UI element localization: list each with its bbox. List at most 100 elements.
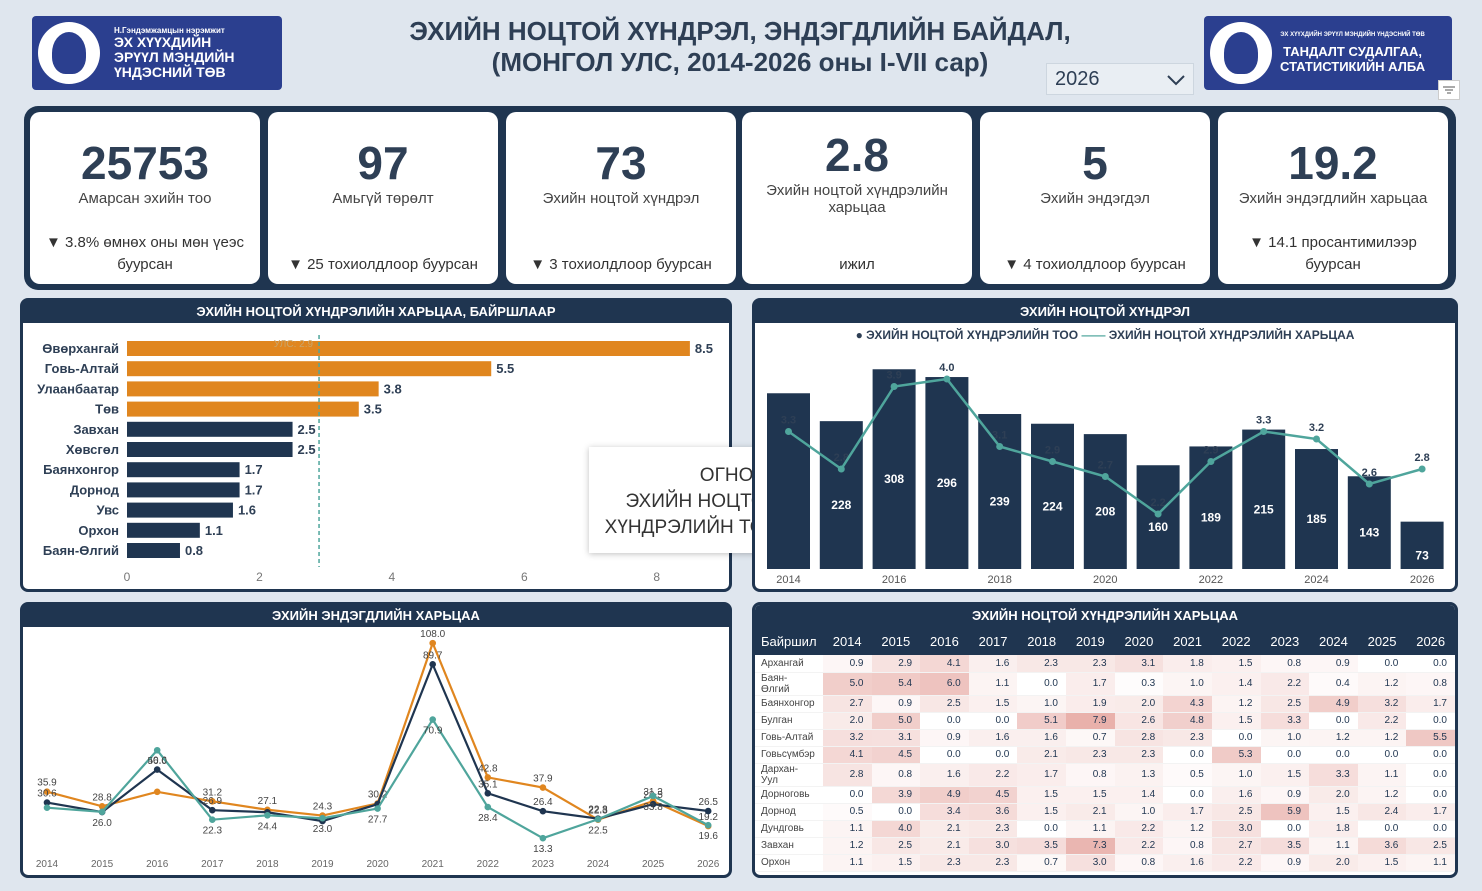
column-header[interactable]: 2024 — [1309, 627, 1358, 655]
point-label: 23.0 — [313, 824, 333, 835]
kpi-card[interactable]: 2.8 Эхийн ноцтой хүндрэлийн харьцаа ижил — [742, 112, 972, 284]
line-value-label: 2.9 — [1203, 445, 1218, 457]
line-point — [1418, 465, 1426, 473]
combo-legend: ● ЭХИЙН НОЦТОЙ ХҮНДРЭЛИЙН ТОО —— ЭХИЙН Н… — [755, 323, 1455, 343]
mother-child-logo-icon — [38, 22, 100, 84]
kpi-change: ▼ 4 тохиолдлоор буурсан — [1004, 256, 1186, 273]
value-cell: 4.5 — [968, 786, 1018, 804]
value-cell: 1.2 — [1357, 729, 1407, 747]
value-cell: 0.0 — [1406, 746, 1455, 764]
bar-category-label: Төв — [95, 402, 119, 417]
kpi-change: ижил — [839, 256, 875, 273]
value-cell: 0.0 — [1309, 712, 1358, 730]
kpi-card[interactable]: 73 Эхийн ноцтой хүндрэл ▼ 3 тохиолдлоор бу… — [506, 112, 736, 284]
complication-combo-chart[interactable]: 3.3 228 2.8 308 3.9 296 4.0 239 3.1 224 2.9 208 2.7 1… — [755, 343, 1455, 589]
line-point — [98, 802, 106, 810]
point-label: 28.4 — [478, 813, 498, 824]
location-cell: Говь-Алтай — [755, 729, 823, 747]
column-header[interactable]: 2022 — [1211, 627, 1261, 655]
value-cell: 1.5 — [1211, 655, 1261, 673]
year-dropdown[interactable]: 2026 — [1046, 63, 1194, 95]
value-cell: 1.6 — [920, 763, 969, 787]
kpi-card[interactable]: 19.2 Эхийн эндэгдлийн харьцаа ▼ 14.1 проса… — [1218, 112, 1448, 284]
column-header[interactable]: 2023 — [1260, 627, 1310, 655]
x-tick-label: 2016 — [882, 574, 906, 586]
x-tick-label: 2017 — [201, 859, 224, 870]
x-tick-label: 2019 — [311, 859, 334, 870]
column-header[interactable]: 2020 — [1114, 627, 1164, 655]
bar-category-label: Орхон — [78, 523, 119, 538]
kpi-card[interactable]: 25753 Амарсан эхийн тоо ▼ 3.8% өмнөх оны м… — [30, 112, 260, 284]
value-cell: 5.1 — [1017, 712, 1066, 730]
line-point — [785, 428, 792, 435]
point-label: 22.3 — [588, 806, 608, 817]
value-cell: 3.9 — [871, 786, 921, 804]
column-header[interactable]: 2021 — [1163, 627, 1212, 655]
bar-value-label: 224 — [1042, 499, 1062, 513]
line-point — [943, 375, 951, 383]
point-label: 27.1 — [258, 796, 278, 807]
logo-small-text: Н.Гэндэмжамцын нэрэмжит — [114, 26, 225, 35]
point-label: 26.9 — [203, 796, 223, 807]
column-header[interactable]: 2017 — [968, 627, 1018, 655]
value-cell: 1.0 — [1017, 695, 1066, 713]
value-cell: 0.9 — [871, 695, 921, 713]
line-value-label: 3.2 — [1309, 422, 1324, 434]
value-cell: 3.5 — [1017, 837, 1066, 855]
point-label: 19.2 — [698, 812, 718, 823]
bar-value-label: 2.5 — [298, 422, 316, 437]
page-title: ЭХИЙН НОЦТОЙ ХҮНДРЭЛ, ЭНДЭГДЛИЙН БАЙДАЛ,… — [330, 16, 1150, 78]
value-cell: 4.5 — [871, 746, 921, 764]
column-header[interactable]: 2015 — [871, 627, 921, 655]
x-tick-label: 8 — [653, 570, 660, 584]
x-tick-label: 2018 — [987, 574, 1011, 586]
line-point — [594, 815, 602, 823]
kpi-change: ▼ 3.8% өмнөх оны мөн үеэс буурсан — [46, 234, 244, 273]
value-cell: 5.4 — [871, 672, 921, 696]
value-cell: 3.0 — [968, 837, 1018, 855]
column-header[interactable]: 2026 — [1406, 627, 1455, 655]
value-cell: 2.0 — [1114, 695, 1164, 713]
point-label: 37.9 — [533, 774, 553, 785]
kpi-card[interactable]: 5 Эхийн эндэгдэл ▼ 4 тохиолдлоор буурсан — [980, 112, 1210, 284]
line-value-label: 3.1 — [992, 430, 1007, 442]
column-header[interactable]: 2019 — [1066, 627, 1115, 655]
bar — [127, 421, 293, 437]
value-cell: 4.3 — [1163, 695, 1212, 713]
value-cell: 4.9 — [1309, 695, 1358, 713]
line-point — [209, 798, 216, 805]
table-row: Баян-Өлгий 5.0 5.4 6.0 1.1 0.0 1.7 0.3 1.0 1.4 2.2… — [755, 672, 1455, 696]
x-tick-label: 2020 — [1093, 574, 1117, 586]
line-point — [209, 806, 216, 814]
filter-icon[interactable] — [1438, 80, 1460, 100]
x-tick-label: 2018 — [256, 859, 279, 870]
bar-value-label: 296 — [937, 476, 957, 490]
value-cell: 0.0 — [1406, 820, 1455, 838]
column-header[interactable]: 2016 — [920, 627, 969, 655]
value-cell: 0.5 — [822, 803, 872, 821]
value-cell: 6.0 — [920, 672, 969, 696]
mortality-line-chart[interactable]: 35.9 28.8 31.2 27.1 24.3 30.2 108.0 42.8 37.9 22.… — [23, 627, 729, 875]
location-cell: Дорноговь — [755, 786, 823, 804]
value-cell: 4.8 — [1163, 712, 1212, 730]
line-point — [704, 807, 712, 815]
point-label: 56.0 — [147, 756, 167, 767]
kpi-card[interactable]: 97 Амьгүй төрөлт ▼ 25 тохиолдлоор буурсан — [268, 112, 498, 284]
line-point — [43, 799, 51, 806]
value-cell: 1.6 — [1211, 786, 1261, 804]
location-bar-chart[interactable]: Өвөрхангай 8.5 Говь-Алтай 5.5 Улаанбаатар 3.8… — [23, 323, 729, 589]
column-header[interactable]: 2018 — [1017, 627, 1066, 655]
line-point — [539, 834, 547, 842]
bar — [127, 482, 240, 498]
line-value-label: 4.0 — [939, 362, 954, 374]
column-header[interactable]: Байршил — [755, 627, 823, 655]
x-tick-label: 2024 — [587, 859, 610, 870]
column-header[interactable]: 2014 — [822, 627, 872, 655]
line-point — [649, 800, 657, 808]
column-header[interactable]: 2025 — [1357, 627, 1407, 655]
bar-value-label: 8.5 — [695, 341, 713, 356]
table-row: Дундговь 1.1 4.0 2.1 2.3 0.0 1.1 2.2 1.2 3.0 0.0 1.… — [755, 820, 1455, 838]
line-point — [649, 792, 657, 800]
value-cell: 2.3 — [920, 854, 969, 872]
point-label: 26.5 — [698, 797, 718, 808]
